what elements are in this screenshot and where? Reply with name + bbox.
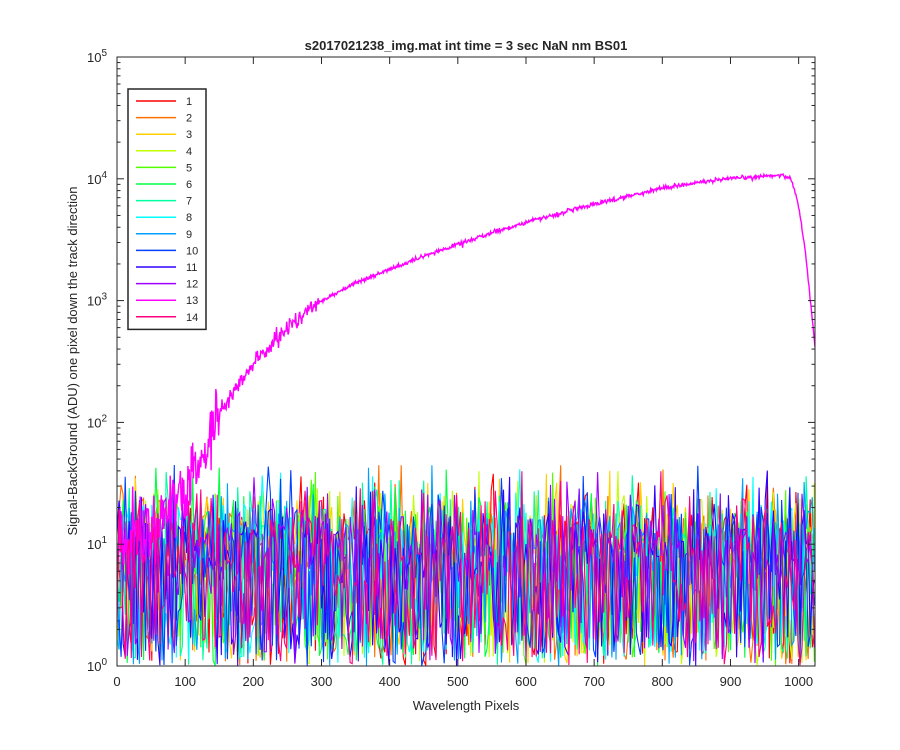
x-tick-label: 900 [720, 674, 742, 689]
y-axis-label: Signal-BackGround (ADU) one pixel down t… [65, 186, 80, 535]
legend-label-1: 1 [186, 96, 192, 108]
x-tick-label: 200 [242, 674, 264, 689]
legend-label-8: 8 [186, 212, 192, 224]
y-tick-label: 105 [87, 48, 107, 65]
legend-label-13: 13 [186, 295, 198, 307]
series-layer [117, 172, 815, 666]
series-line-13 [117, 172, 815, 583]
legend-box [127, 88, 207, 331]
plot-frame [116, 56, 816, 667]
legend-label-4: 4 [186, 146, 192, 158]
legend-label-9: 9 [186, 229, 192, 241]
chart-title: s2017021238_img.mat int time = 3 sec NaN… [305, 38, 628, 53]
x-tick-label: 100 [174, 674, 196, 689]
x-tick-label: 1000 [784, 674, 813, 689]
legend-label-5: 5 [186, 162, 192, 174]
legend-label-2: 2 [186, 113, 192, 125]
y-tick-label: 100 [87, 657, 107, 674]
legend-label-11: 11 [186, 262, 197, 274]
x-axis: 0 100 200 300 400 500 600 700 800 900 1000 [113, 57, 813, 689]
legend-label-6: 6 [186, 179, 192, 191]
y-tick-label: 103 [87, 292, 107, 309]
legend-label-14: 14 [186, 312, 198, 324]
x-axis-label: Wavelength Pixels [413, 698, 520, 713]
series-line-14 [117, 471, 815, 666]
x-tick-label: 600 [515, 674, 537, 689]
legend-label-10: 10 [186, 245, 198, 257]
y-tick-label: 102 [87, 413, 107, 430]
x-tick-label: 700 [583, 674, 605, 689]
x-tick-label: 0 [113, 674, 120, 689]
x-tick-label: 500 [447, 674, 469, 689]
y-tick-label: 101 [87, 535, 107, 552]
series-line-10 [117, 464, 815, 666]
x-tick-label: 400 [379, 674, 401, 689]
x-tick-label: 800 [651, 674, 673, 689]
legend-label-7: 7 [186, 196, 192, 208]
series-line-12 [117, 472, 815, 664]
legend-label-3: 3 [186, 129, 192, 141]
y-tick-label: 104 [87, 170, 107, 187]
x-tick-label: 300 [311, 674, 333, 689]
plot-area [116, 56, 816, 667]
legend-label-12: 12 [186, 279, 198, 291]
